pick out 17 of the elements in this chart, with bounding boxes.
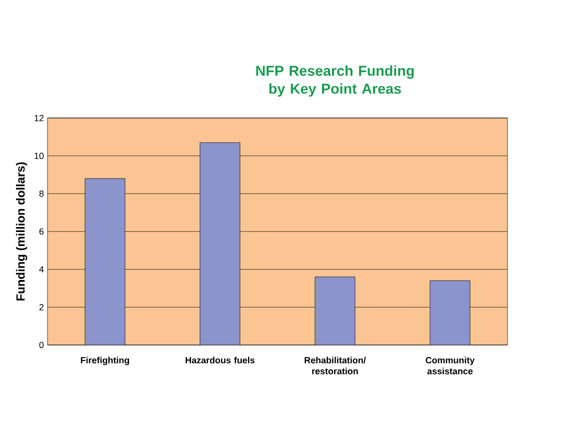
x-tick-label: Firefighting bbox=[80, 356, 130, 366]
y-tick-label: 10 bbox=[34, 152, 44, 160]
x-tick-label: Rehabilitation/ restoration bbox=[304, 356, 366, 374]
y-axis-title: Funding (million dollars) bbox=[16, 162, 28, 300]
bar bbox=[84, 178, 126, 345]
y-tick-label: 8 bbox=[39, 190, 44, 197]
bar bbox=[430, 280, 470, 345]
bar bbox=[314, 276, 356, 345]
bar bbox=[200, 142, 240, 345]
chart-title: NFP Research Funding by Key Point Areas bbox=[256, 65, 414, 97]
y-tick-label: 2 bbox=[39, 304, 44, 310]
y-tick-label: 6 bbox=[39, 228, 44, 235]
x-tick-label: Community assistance bbox=[426, 356, 475, 374]
y-tick-label: 12 bbox=[34, 114, 44, 122]
y-tick-label: 0 bbox=[39, 342, 44, 348]
y-tick-label: 4 bbox=[39, 266, 44, 272]
x-tick-label: Hazardous fuels bbox=[186, 356, 255, 364]
